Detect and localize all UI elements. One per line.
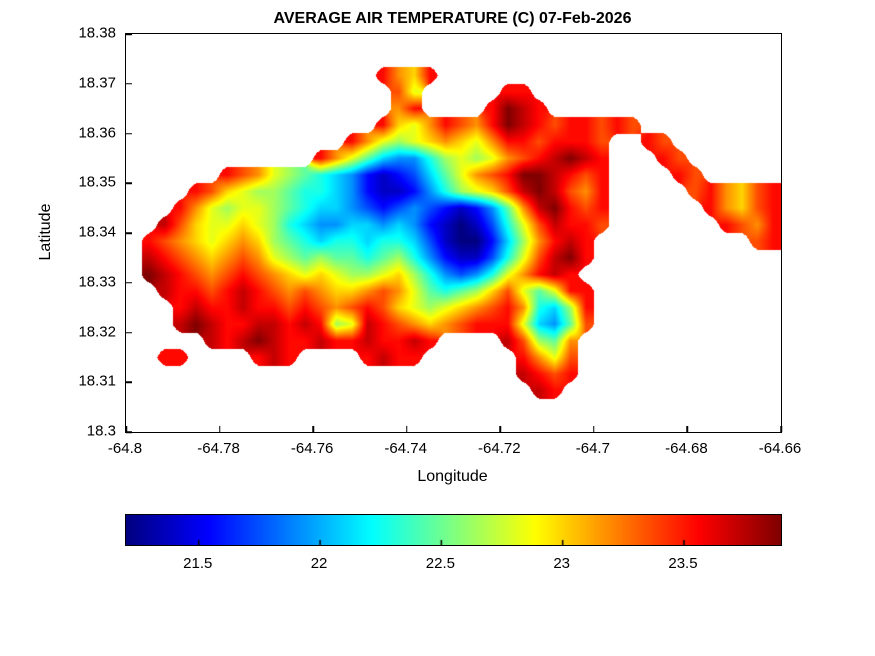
y-axis-tick-mark xyxy=(126,431,132,433)
figure-title: AVERAGE AIR TEMPERATURE (C) 07-Feb-2026 xyxy=(273,10,632,27)
x-axis-tick-mark xyxy=(312,426,314,432)
x-axis-tick-label: -64.68 xyxy=(665,440,708,457)
y-axis-tick-mark xyxy=(126,83,132,85)
x-axis-tick-label: -64.78 xyxy=(197,440,240,457)
y-axis-tick-mark xyxy=(126,132,132,135)
temperature-heatmap-canvas xyxy=(126,34,781,432)
y-axis-tick-label: 18.33 xyxy=(78,273,116,291)
y-axis-tick-label: 18.34 xyxy=(78,223,116,241)
colorbar-tick-label: 22.5 xyxy=(425,555,455,572)
y-axis-tick-label: 18.37 xyxy=(78,74,116,92)
y-axis-tick-mark xyxy=(126,33,132,35)
x-axis-tick-mark xyxy=(405,426,408,432)
x-axis-tick-label: -64.8 xyxy=(107,440,143,457)
colorbar-tick-label: 22 xyxy=(310,555,328,572)
x-axis-tick-label: -64.7 xyxy=(575,440,610,457)
x-axis-tick-label: -64.72 xyxy=(478,440,521,457)
x-axis-tick-mark xyxy=(218,426,221,432)
y-axis-tick-mark xyxy=(126,182,132,184)
x-axis-tick-mark xyxy=(125,426,127,432)
x-axis-tick-mark xyxy=(499,426,502,432)
colorbar-canvas xyxy=(126,515,781,545)
y-axis-tick-label: 18.38 xyxy=(78,24,116,42)
y-axis-tick-mark xyxy=(126,331,132,334)
y-axis-tick-label: 18.36 xyxy=(78,124,116,141)
x-axis-tick-label: -64.66 xyxy=(758,440,802,457)
y-axis-tick-mark xyxy=(126,232,132,234)
colorbar-tick-label: 23 xyxy=(553,555,570,572)
y-axis-tick-mark xyxy=(126,282,132,284)
colorbar-tick-label: 23.5 xyxy=(668,555,698,572)
x-axis-label: Longitude xyxy=(417,468,488,485)
plot-area xyxy=(125,33,782,433)
y-axis-tick-label: 18.31 xyxy=(78,372,116,390)
colorbar xyxy=(125,514,782,546)
y-axis-tick-label: 18.3 xyxy=(86,422,116,440)
y-axis-tick-label: 18.32 xyxy=(78,323,116,340)
y-axis-tick-label: 18.35 xyxy=(78,173,116,191)
y-axis-tick-mark xyxy=(126,381,132,383)
x-axis-tick-mark xyxy=(593,426,595,432)
x-axis-tick-label: -64.74 xyxy=(384,440,427,457)
x-axis-tick-mark xyxy=(686,426,689,432)
colorbar-tick-label: 21.5 xyxy=(183,555,213,572)
x-axis-tick-label: -64.76 xyxy=(290,440,334,457)
x-axis-tick-mark xyxy=(780,426,782,432)
